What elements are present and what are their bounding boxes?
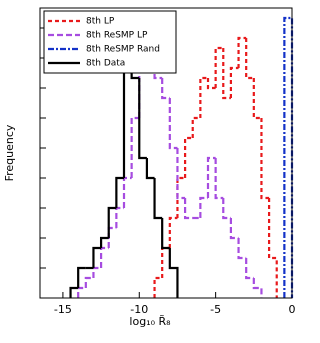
histogram-bin xyxy=(183,198,193,220)
histogram-bin xyxy=(191,116,201,138)
x-tick-label: -15 xyxy=(54,303,72,316)
histogram-bin xyxy=(161,78,170,100)
histogram-bin xyxy=(92,266,102,278)
histogram-bin xyxy=(138,78,147,160)
histogram-bin xyxy=(168,98,178,150)
histogram-bin xyxy=(222,48,231,100)
histogram-bin xyxy=(107,226,117,248)
histogram-bin xyxy=(161,246,170,278)
legend-label: 8th ReSMP Rand xyxy=(86,45,160,55)
histogram-bin xyxy=(206,78,216,90)
x-tick-label: -5 xyxy=(210,303,221,316)
histogram-bin xyxy=(237,36,247,68)
histogram-bin xyxy=(222,198,231,220)
histogram-bin xyxy=(199,196,208,218)
plot-frame xyxy=(39,7,293,299)
histogram-bin xyxy=(245,38,254,80)
y-axis-label: Frequency xyxy=(3,124,16,181)
histogram-bin xyxy=(153,276,163,298)
histogram-bin xyxy=(99,236,109,248)
histogram-bin xyxy=(176,176,186,218)
histogram-bin xyxy=(130,116,140,178)
chart: log₁₀ R̃₈ Frequency -15 -10 -5 0 8th LP 8th R… xyxy=(3,7,296,328)
histogram-bin xyxy=(252,278,263,298)
histogram-bin xyxy=(153,178,163,220)
x-axis-label: log₁₀ R̃₈ xyxy=(129,315,171,328)
histogram-bin xyxy=(252,78,262,120)
histogram-bin xyxy=(115,176,124,208)
histogram-bin xyxy=(99,246,109,268)
histogram-bin xyxy=(214,158,224,200)
histogram-bin xyxy=(145,158,155,180)
histogram-bin xyxy=(206,156,216,198)
histogram-bin xyxy=(77,266,86,288)
histogram-bin xyxy=(84,276,94,288)
legend-label: 8th ReSMP LP xyxy=(86,31,148,41)
histogram-bin xyxy=(115,206,124,228)
x-tick-label: 0 xyxy=(289,303,296,316)
histogram-bin xyxy=(267,198,278,298)
legend-label: 8th LP xyxy=(86,17,115,27)
histogram-bin xyxy=(168,216,178,248)
histogram-bin xyxy=(245,258,254,280)
histogram-bin xyxy=(237,238,247,260)
histogram-bin xyxy=(92,246,102,268)
legend-label: 8th Data xyxy=(86,59,125,69)
histogram-bin xyxy=(229,66,239,98)
histogram-bin xyxy=(122,176,132,208)
histogram-bin xyxy=(161,218,170,250)
histogram-bin xyxy=(199,76,208,118)
histogram-bin xyxy=(214,46,224,88)
histogram-bin xyxy=(183,136,193,178)
histogram-bin xyxy=(283,16,294,298)
histogram-bin xyxy=(260,118,270,200)
histogram-bin xyxy=(77,286,86,298)
histogram-bin xyxy=(229,218,239,240)
histogram-bin xyxy=(168,248,179,298)
histogram-bin xyxy=(107,206,117,238)
histogram-bin xyxy=(69,286,79,298)
histogram-bin xyxy=(176,148,186,200)
x-tick-label: -10 xyxy=(130,303,148,316)
